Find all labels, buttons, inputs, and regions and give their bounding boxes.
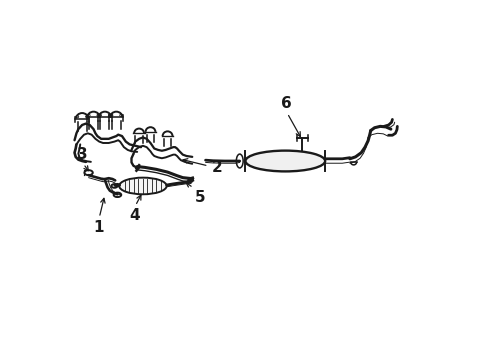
Ellipse shape (245, 150, 325, 171)
Text: 2: 2 (211, 159, 222, 175)
Text: 6: 6 (281, 96, 292, 111)
Ellipse shape (119, 177, 167, 194)
Text: 4: 4 (129, 208, 140, 223)
Text: 5: 5 (195, 190, 205, 205)
Text: 3: 3 (77, 147, 87, 162)
Text: 1: 1 (93, 220, 104, 235)
